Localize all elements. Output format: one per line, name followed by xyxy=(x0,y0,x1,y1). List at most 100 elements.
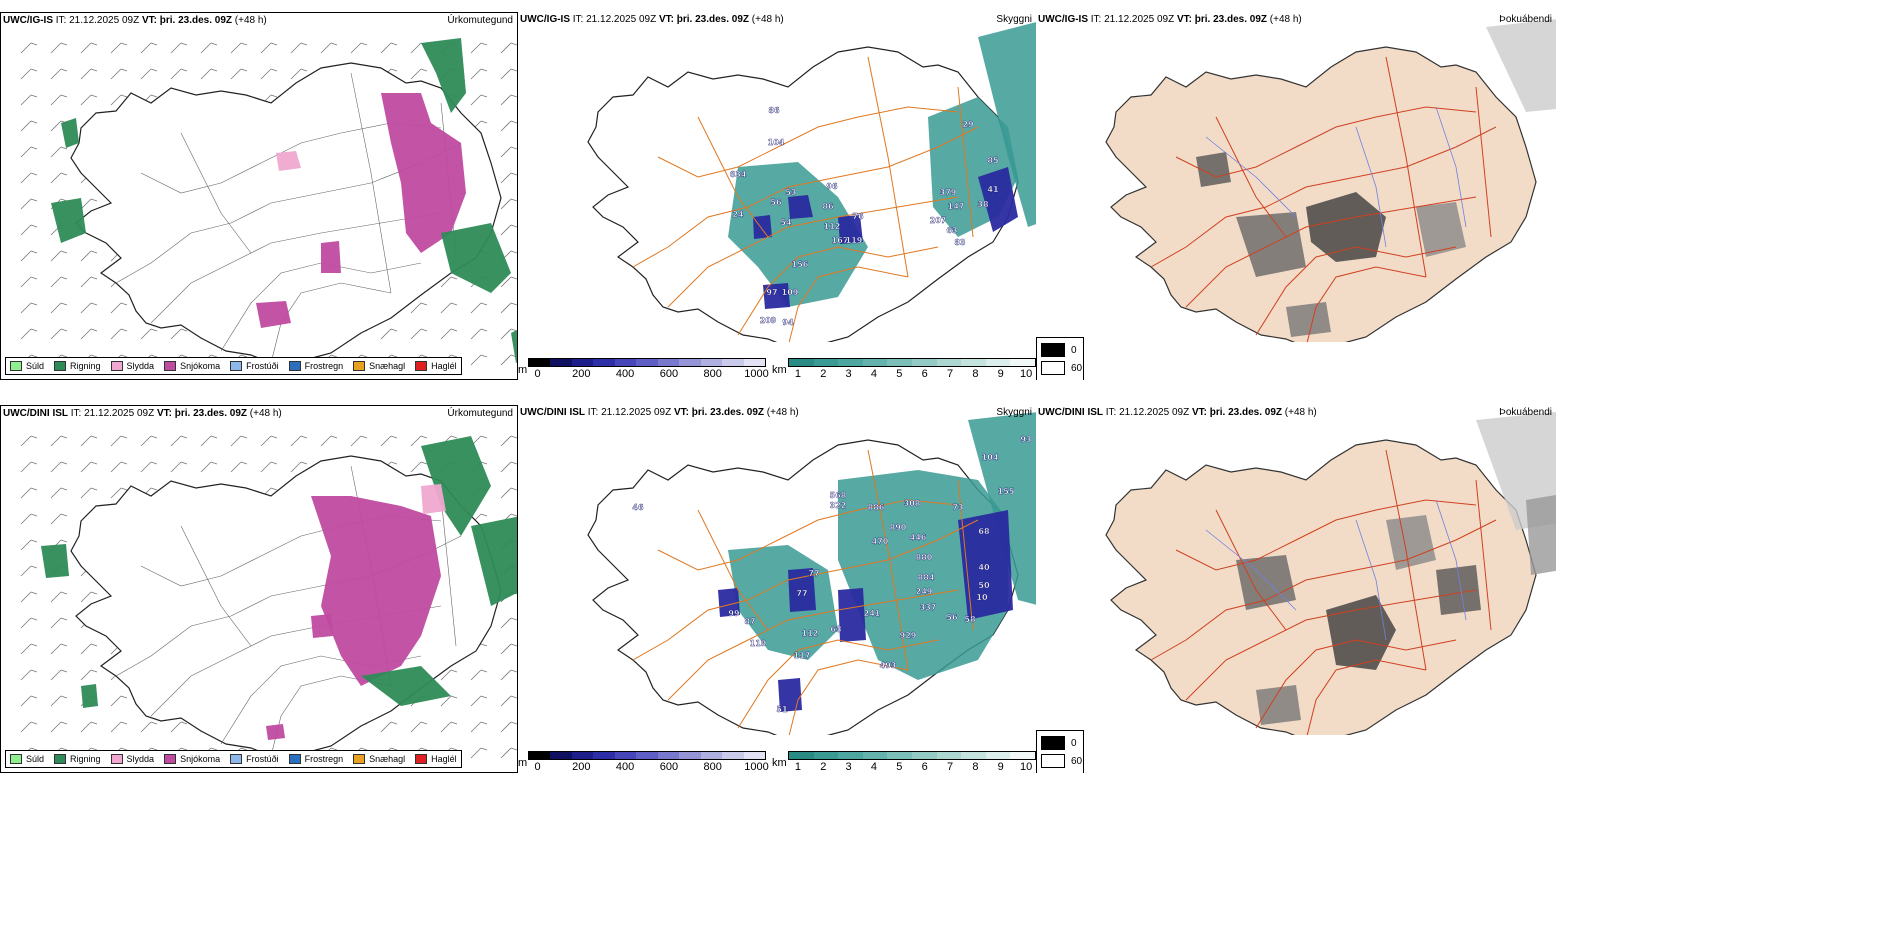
wind-barb xyxy=(80,68,98,80)
wind-barb xyxy=(50,513,68,525)
legend-item: Súld xyxy=(10,754,44,764)
road-line xyxy=(440,495,457,647)
fog-legend-label: 0 xyxy=(1071,737,1077,749)
wind-barb xyxy=(500,354,517,366)
colorbar-bin xyxy=(887,752,912,759)
wind-barb xyxy=(50,68,68,80)
ceiling-value-label: 209 xyxy=(760,316,777,325)
wind-barb xyxy=(140,435,158,447)
legend-label: Snæhagl xyxy=(369,754,406,764)
road-line xyxy=(657,106,959,178)
legend-item: Snjókoma xyxy=(164,361,220,371)
wind-barb xyxy=(410,461,428,473)
colorbar-tick: 400 xyxy=(615,761,635,773)
colorbar-tick: 200 xyxy=(572,368,591,380)
road-line xyxy=(788,266,909,342)
wind-barb xyxy=(50,435,68,447)
ceiling-value-label: 63 xyxy=(830,625,841,634)
fog-legend: 0 60 xyxy=(1036,337,1084,380)
ceiling-value-label: 85 xyxy=(987,156,999,165)
snow-area xyxy=(311,614,333,638)
colorbar-bin xyxy=(961,752,986,759)
wind-barb xyxy=(470,302,488,314)
colorbar-bin xyxy=(743,359,765,366)
legend-swatch xyxy=(10,361,22,371)
colorbar-tick: 10 xyxy=(1019,761,1033,773)
legend-item: Rigning xyxy=(54,361,101,371)
colorbar-bin xyxy=(887,359,912,366)
ceiling-value-label: 156 xyxy=(792,260,809,269)
rain-area xyxy=(51,198,86,243)
sleet-area xyxy=(276,151,301,171)
road-line xyxy=(1215,116,1287,238)
legend-item: Snæhagl xyxy=(353,754,405,764)
colorbar-tick: 0 xyxy=(534,761,541,773)
legend-label: Súld xyxy=(26,361,45,371)
colorbar-bin xyxy=(529,359,551,366)
wind-barb xyxy=(200,435,218,447)
colorbar-gradient xyxy=(528,358,766,367)
ceiling-value-label: 56 xyxy=(770,198,782,207)
wind-barb xyxy=(260,461,278,473)
wind-barb xyxy=(440,276,458,288)
wind-barb xyxy=(50,302,68,314)
ceiling-colorbar: 0 200 400 600 800 1000 xyxy=(528,751,769,773)
wind-barb xyxy=(500,302,517,314)
road-line xyxy=(667,589,959,701)
ceiling-value-label: 929 xyxy=(900,631,917,640)
low-ceiling-area xyxy=(838,215,863,244)
wind-barb xyxy=(410,68,428,80)
legend-swatch xyxy=(353,754,366,764)
legend-swatch xyxy=(164,754,177,764)
colorbar-gradient xyxy=(788,751,1036,760)
colorbar-bin xyxy=(593,752,615,759)
road-line xyxy=(180,132,252,254)
colorbar-tick: 3 xyxy=(845,368,852,380)
ceiling-value-label: 308 xyxy=(904,499,921,508)
colorbar-tick: 8 xyxy=(972,761,979,773)
ceiling-value-label: 155 xyxy=(998,487,1015,496)
colorbar-tick: 1000 xyxy=(744,761,769,773)
colorbar-bin xyxy=(679,359,701,366)
panel-title: Úrkomutegund xyxy=(447,15,513,26)
rain-area xyxy=(421,436,491,536)
wind-barb xyxy=(500,461,517,473)
colorbar-bin xyxy=(789,752,814,759)
wind-barb xyxy=(500,747,517,759)
wind-barb xyxy=(260,42,278,54)
wind-barb xyxy=(470,354,488,366)
ceiling-colorbar: 0 200 400 600 800 1000 xyxy=(528,358,769,380)
colorbar-bin xyxy=(985,752,1011,759)
legend-label: Haglél xyxy=(431,754,457,764)
wind-barb xyxy=(470,695,488,707)
legend-swatch xyxy=(164,361,177,371)
wind-barb xyxy=(500,146,517,158)
colorbar-bin xyxy=(789,359,814,366)
ceiling-value-label: 104 xyxy=(768,138,785,147)
ceiling-value-label: 96 xyxy=(826,182,838,191)
wind-barb xyxy=(20,643,38,655)
wind-barb xyxy=(80,250,98,262)
road-line xyxy=(957,479,974,631)
legend-swatch xyxy=(230,754,243,764)
rain-area xyxy=(511,330,517,363)
wind-barb xyxy=(500,94,517,106)
fog-area xyxy=(1386,515,1436,570)
low-visibility-area xyxy=(978,22,1036,227)
wind-barb xyxy=(230,435,248,447)
ceiling-value-label: 40 xyxy=(978,563,990,572)
river-line xyxy=(1435,106,1467,228)
fog-legend-swatch xyxy=(1041,343,1065,357)
river-line xyxy=(1205,529,1297,611)
colorbar-tick: 6 xyxy=(921,368,928,380)
wind-barb xyxy=(500,120,517,132)
colorbar-tick: 7 xyxy=(946,368,954,380)
wind-barb xyxy=(110,328,128,340)
ceiling-value-label: 77 xyxy=(796,589,807,598)
ceiling-value-label: 46 xyxy=(632,503,644,512)
colorbar-bin xyxy=(722,752,744,759)
panel-header: UWC/IG-IS IT: 21.12.2025 09Z VT: þri. 23… xyxy=(3,15,267,26)
low-ceiling-area xyxy=(778,678,802,712)
colorbar-bin xyxy=(961,359,986,366)
wind-barb xyxy=(440,695,458,707)
